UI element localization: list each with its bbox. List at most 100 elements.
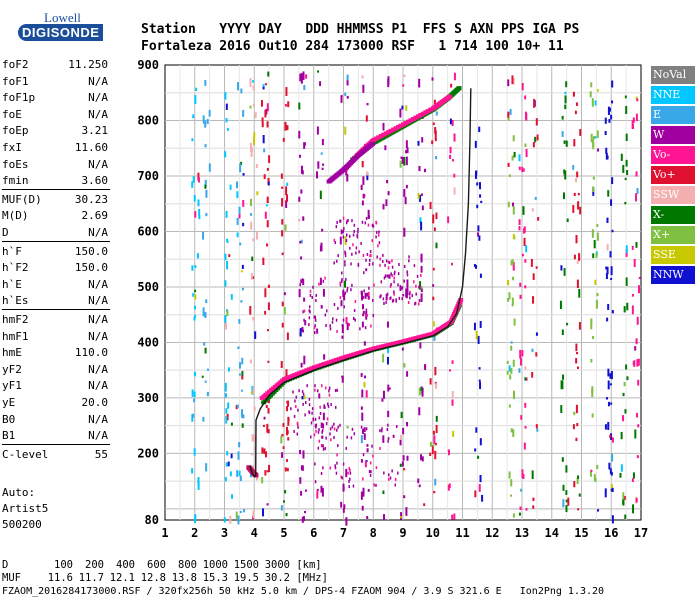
echo-dot: [394, 483, 396, 487]
echo-dot: [398, 262, 400, 266]
echo-dot: [333, 261, 335, 265]
echo-speckle: [590, 82, 593, 88]
echo-speckle: [255, 164, 258, 168]
echo-dot: [382, 297, 385, 301]
echo-speckle: [575, 358, 578, 364]
echo-dot: [334, 405, 337, 409]
echo-dot: [389, 297, 391, 301]
echo-speckle: [565, 499, 568, 503]
echo-dot: [304, 413, 306, 417]
echo-speckle: [562, 173, 565, 176]
param-value: 3.21: [81, 124, 109, 138]
echo-speckle: [607, 401, 610, 407]
echo-speckle: [284, 490, 287, 494]
echo-speckle: [360, 184, 363, 191]
echo-speckle: [400, 512, 403, 520]
echo-speckle: [401, 461, 404, 467]
param-name: hmE: [2, 346, 22, 360]
echo-speckle: [229, 515, 232, 524]
x-tick-label: 8: [370, 526, 377, 540]
echo-speckle: [607, 380, 610, 390]
echo-speckle: [362, 487, 365, 497]
echo-dot: [341, 476, 343, 480]
echo-speckle: [453, 72, 456, 81]
echo-speckle: [280, 361, 283, 369]
echo-speckle: [205, 463, 208, 472]
echo-dot: [369, 258, 371, 262]
echo-dot: [414, 301, 417, 305]
echo-dot: [337, 444, 339, 448]
echo-speckle: [589, 91, 592, 98]
echo-speckle: [262, 86, 265, 90]
echo-speckle: [593, 474, 596, 481]
echo-speckle: [237, 451, 240, 460]
echo-speckle: [626, 376, 629, 381]
echo-dot: [393, 292, 395, 296]
echo-speckle: [449, 369, 452, 372]
param-row: foF1 N/A: [2, 75, 108, 89]
echo-speckle: [238, 444, 241, 448]
echo-speckle: [636, 98, 639, 102]
echo-speckle: [625, 249, 628, 257]
echo-speckle: [287, 400, 290, 407]
param-name: foE: [2, 107, 22, 121]
echo-dot: [294, 399, 296, 403]
echo-speckle: [300, 189, 303, 194]
echo-speckle: [522, 473, 525, 479]
echo-dot: [418, 285, 420, 289]
echo-speckle: [205, 212, 208, 217]
echo-speckle: [447, 216, 450, 224]
echo-speckle: [608, 462, 611, 470]
echo-speckle: [447, 450, 450, 456]
echo-speckle: [635, 171, 638, 176]
muf-row: MUF 11.6 11.7 12.1 12.8 13.8 15.3 19.5 30.2 [MHz…: [2, 572, 328, 584]
param-name: MUF(D): [2, 192, 42, 206]
echo-speckle: [624, 201, 627, 205]
echo-speckle: [592, 136, 595, 140]
param-name: h`Es: [2, 294, 29, 308]
echo-speckle: [403, 227, 406, 237]
echo-dot: [336, 453, 338, 457]
echo-dot: [392, 434, 395, 438]
echo-dot: [325, 422, 328, 426]
echo-speckle: [320, 242, 323, 252]
y-tick-label: 900: [137, 58, 159, 72]
echo-speckle: [522, 168, 525, 172]
echo-speckle: [235, 511, 238, 519]
echo-dot: [393, 276, 395, 280]
echo-speckle: [604, 117, 607, 124]
echo-dot: [311, 295, 313, 299]
echo-dot: [346, 435, 348, 439]
echo-speckle: [620, 153, 623, 161]
echo-speckle: [320, 304, 323, 309]
echo-speckle: [205, 299, 208, 304]
echo-speckle: [429, 378, 432, 385]
echo-speckle: [266, 103, 269, 112]
echo-dot: [387, 423, 389, 427]
echo-speckle: [305, 74, 308, 79]
echo-dot: [346, 289, 348, 293]
echo-speckle: [202, 416, 205, 422]
echo-speckle: [565, 505, 568, 513]
echo-dot: [409, 296, 411, 300]
echo-dot: [312, 285, 314, 289]
echo-speckle: [429, 201, 432, 210]
echo-speckle: [560, 380, 563, 390]
echo-speckle: [341, 324, 344, 334]
echo-speckle: [266, 470, 269, 473]
echo-speckle: [236, 470, 239, 477]
echo-speckle: [387, 410, 390, 418]
echo-speckle: [633, 360, 636, 367]
echo-speckle: [301, 326, 304, 332]
echo-dot: [332, 317, 334, 321]
echo-speckle: [339, 236, 342, 245]
echo-dot: [372, 454, 374, 458]
param-row: foE N/A: [2, 108, 108, 122]
echo-speckle: [250, 213, 253, 216]
echo-dot: [397, 283, 399, 287]
echo-speckle: [637, 379, 640, 386]
echo-speckle: [403, 74, 406, 77]
echo-dot: [395, 298, 397, 302]
echo-dot: [348, 485, 350, 489]
echo-speckle: [266, 243, 269, 247]
